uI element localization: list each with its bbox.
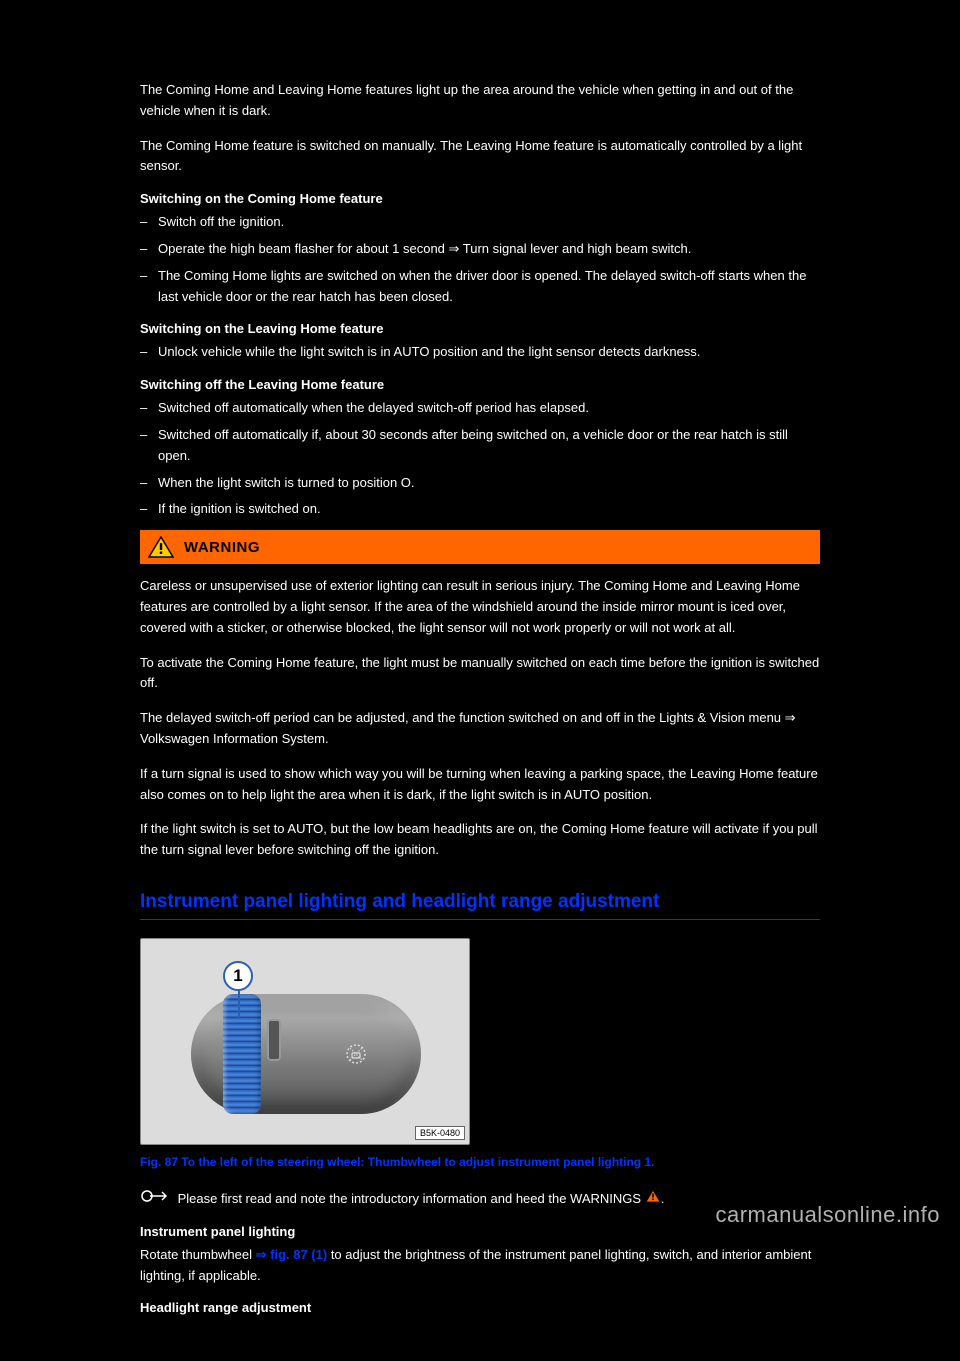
bullet-icon: – bbox=[140, 473, 158, 494]
note-text: If the light switch is set to AUTO, but … bbox=[140, 819, 820, 861]
arrow-icon bbox=[140, 1191, 174, 1206]
panel-lighting-text: Rotate thumbwheel ⇒ fig. 87 (1) to adjus… bbox=[140, 1245, 820, 1287]
list-item: – Switched off automatically if, about 3… bbox=[140, 425, 820, 467]
watermark: carmanualsonline.info bbox=[715, 1202, 940, 1228]
note-text: If a turn signal is used to show which w… bbox=[140, 764, 820, 806]
figure-reference: ⇒ fig. 87 (1) bbox=[256, 1247, 328, 1262]
list-item: – Switched off automatically when the de… bbox=[140, 398, 820, 419]
list-text: Switch off the ignition. bbox=[158, 212, 284, 233]
section-rule bbox=[140, 919, 820, 920]
section-title: Instrument panel lighting and headlight … bbox=[140, 891, 820, 913]
bullet-icon: – bbox=[140, 398, 158, 419]
read-first-suffix: . bbox=[661, 1191, 665, 1206]
dashboard-light-icon bbox=[336, 1034, 376, 1074]
list-text: Operate the high beam flasher for about … bbox=[158, 239, 691, 260]
note-text: To activate the Coming Home feature, the… bbox=[140, 653, 820, 695]
read-first-text: Please first read and note the introduct… bbox=[178, 1191, 641, 1206]
list-text: Switched off automatically when the dela… bbox=[158, 398, 589, 419]
switching-off-heading: Switching off the Leaving Home feature bbox=[140, 377, 820, 392]
list-item: – If the ignition is switched on. bbox=[140, 499, 820, 520]
thumbwheel-indicator bbox=[267, 1019, 281, 1061]
bullet-icon: – bbox=[140, 425, 158, 467]
thumbwheel-ring bbox=[223, 994, 261, 1114]
list-item: – The Coming Home lights are switched on… bbox=[140, 266, 820, 308]
headlight-range-heading: Headlight range adjustment bbox=[140, 1300, 820, 1315]
bullet-icon: – bbox=[140, 239, 158, 260]
leaving-home-heading: Switching on the Leaving Home feature bbox=[140, 321, 820, 336]
callout-leader-line bbox=[238, 991, 240, 1019]
list-text: Unlock vehicle while the light switch is… bbox=[158, 342, 700, 363]
list-item: – When the light switch is turned to pos… bbox=[140, 473, 820, 494]
list-text: When the light switch is turned to posit… bbox=[158, 473, 415, 494]
list-text: Switched off automatically if, about 30 … bbox=[158, 425, 820, 467]
warning-triangle-icon bbox=[645, 1189, 661, 1210]
figure-caption: Fig. 87 To the left of the steering whee… bbox=[140, 1155, 820, 1169]
warning-triangle-icon bbox=[148, 536, 174, 558]
intro-paragraph-1: The Coming Home and Leaving Home feature… bbox=[140, 80, 820, 122]
text-span: Rotate thumbwheel bbox=[140, 1247, 256, 1262]
bullet-icon: – bbox=[140, 499, 158, 520]
figure-image: 1 B5K-0480 bbox=[140, 938, 470, 1145]
warning-bar: WARNING bbox=[140, 530, 820, 564]
bullet-icon: – bbox=[140, 342, 158, 363]
manual-page: The Coming Home and Leaving Home feature… bbox=[0, 0, 960, 1361]
coming-home-heading: Switching on the Coming Home feature bbox=[140, 191, 820, 206]
bullet-icon: – bbox=[140, 266, 158, 308]
list-text: If the ignition is switched on. bbox=[158, 499, 321, 520]
list-item: – Operate the high beam flasher for abou… bbox=[140, 239, 820, 260]
list-item: – Switch off the ignition. bbox=[140, 212, 820, 233]
warning-label: WARNING bbox=[184, 539, 260, 556]
callout-number: 1 bbox=[233, 966, 242, 986]
callout-circle: 1 bbox=[223, 961, 253, 991]
bullet-icon: – bbox=[140, 212, 158, 233]
intro-paragraph-2: The Coming Home feature is switched on m… bbox=[140, 136, 820, 178]
figure-code: B5K-0480 bbox=[415, 1126, 465, 1140]
list-item: – Unlock vehicle while the light switch … bbox=[140, 342, 820, 363]
list-text: The Coming Home lights are switched on w… bbox=[158, 266, 820, 308]
note-text: The delayed switch-off period can be adj… bbox=[140, 708, 820, 750]
warning-text: Careless or unsupervised use of exterior… bbox=[140, 576, 820, 638]
